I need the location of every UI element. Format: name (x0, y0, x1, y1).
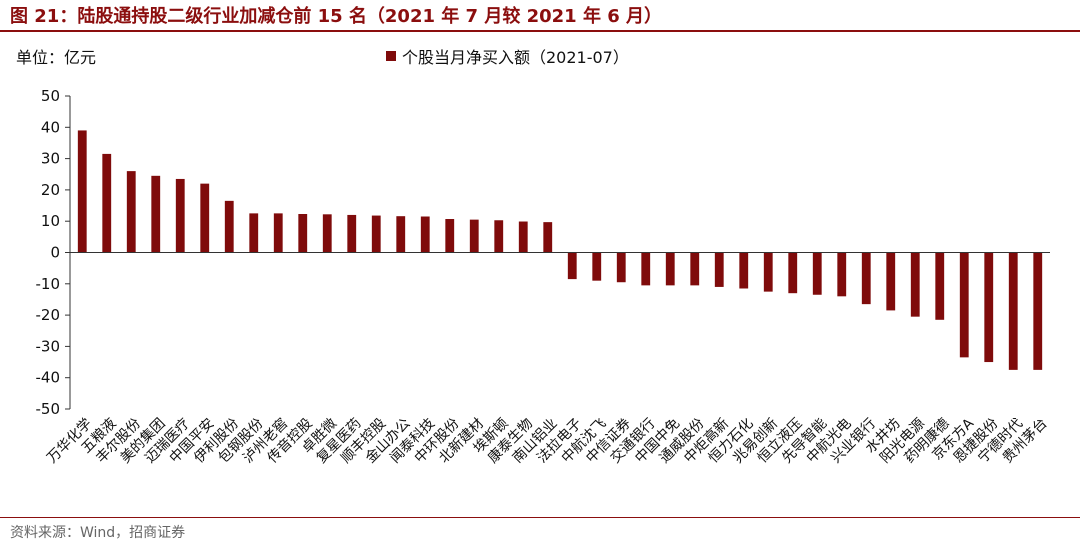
bar (959, 252, 969, 358)
legend: 个股当月净买入额（2021-07） (386, 44, 629, 68)
y-tick-label: -10 (36, 275, 61, 293)
bar (347, 214, 357, 253)
bar (420, 216, 430, 253)
bar (861, 252, 871, 305)
chart-title: 图 21：陆股通持股二级行业加减仓前 15 名（2021 年 7 月较 2021… (10, 6, 663, 27)
bar (592, 252, 602, 281)
y-tick-label: -30 (36, 337, 61, 355)
legend-label: 个股当月净买入额（2021-07） (402, 48, 629, 67)
bar (249, 213, 259, 253)
footer-divider (0, 517, 1080, 518)
bar (641, 252, 651, 286)
bar (518, 221, 528, 253)
y-tick-label: 50 (41, 87, 60, 105)
source-note: 资料来源：Wind，招商证券 (10, 525, 186, 541)
y-tick-label: -40 (36, 369, 61, 387)
y-tick-label: -20 (36, 306, 61, 324)
bar (396, 216, 406, 253)
bar (812, 252, 822, 295)
legend-swatch (386, 51, 396, 61)
bar (935, 252, 945, 320)
bar (567, 252, 577, 280)
bar (616, 252, 626, 283)
bar (102, 153, 112, 253)
bar (469, 219, 479, 253)
bar (273, 213, 283, 253)
y-tick-label: 20 (41, 181, 60, 199)
y-tick-label: 40 (41, 118, 60, 136)
bar (739, 252, 749, 289)
y-tick-label: 10 (41, 212, 60, 230)
bar (1008, 252, 1018, 370)
bar (151, 175, 161, 253)
bar (224, 200, 234, 253)
bar (126, 171, 136, 253)
bar (690, 252, 700, 286)
bar (837, 252, 847, 297)
bar (77, 130, 87, 253)
bar (445, 219, 455, 253)
bar (371, 215, 381, 253)
bar (886, 252, 896, 311)
title-divider (0, 30, 1080, 32)
bar (714, 252, 724, 287)
y-tick-label: -50 (36, 400, 61, 418)
unit-label: 单位：亿元 (16, 48, 97, 67)
bar (788, 252, 798, 294)
bar (984, 252, 994, 363)
bar (175, 178, 185, 253)
bar (298, 214, 308, 253)
bar (494, 220, 504, 253)
bar (665, 252, 675, 286)
bar (1033, 252, 1043, 370)
bar (322, 214, 332, 253)
bar (910, 252, 920, 317)
bar (543, 222, 553, 253)
y-tick-label: 30 (41, 150, 60, 168)
bar (200, 183, 210, 253)
bar (763, 252, 773, 292)
y-tick-label: 0 (50, 244, 60, 262)
